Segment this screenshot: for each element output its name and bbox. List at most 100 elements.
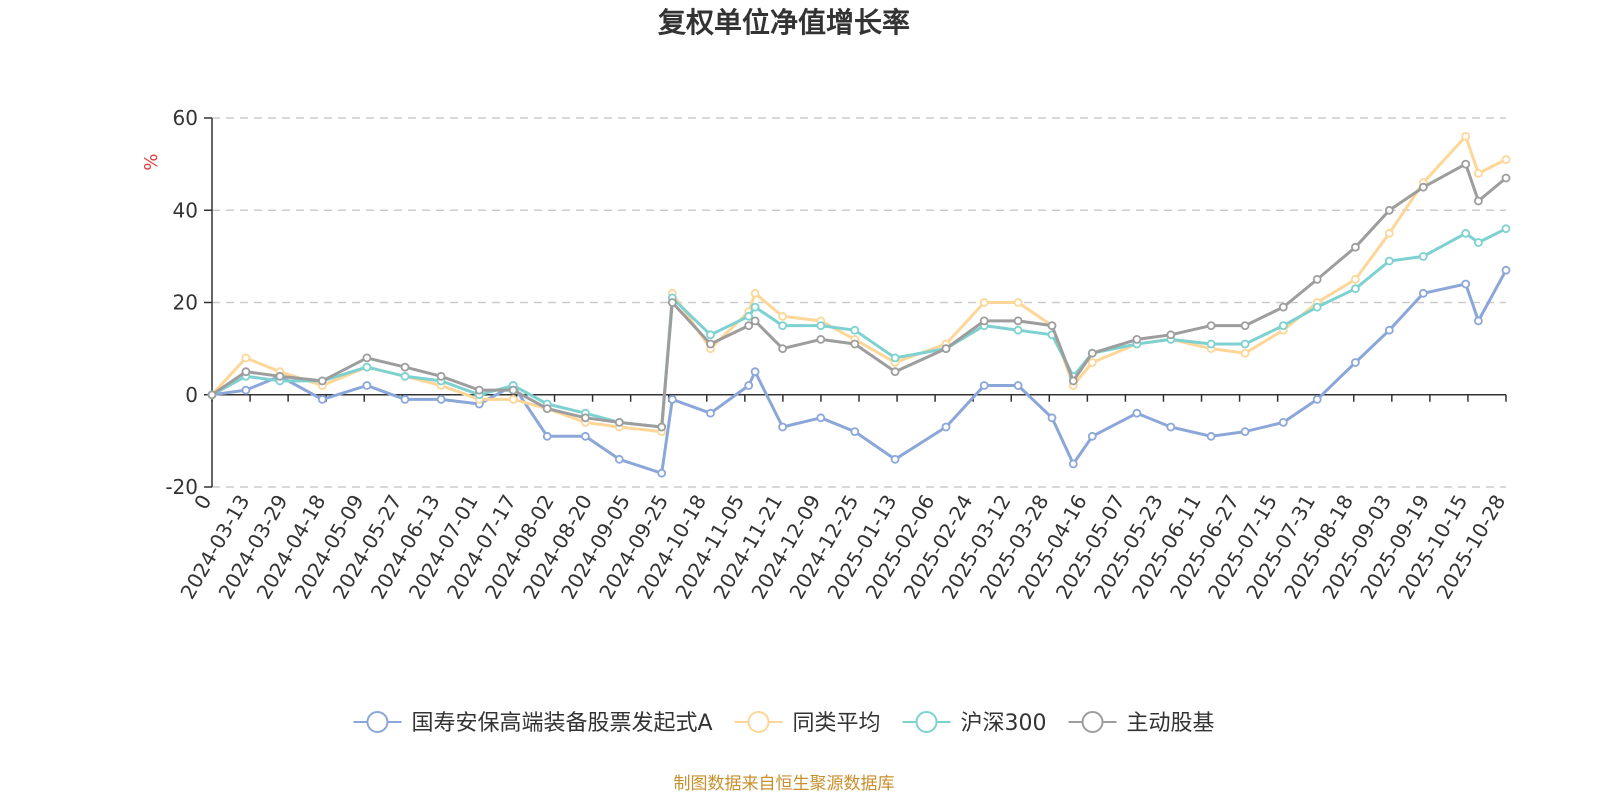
series-4-point — [1461, 159, 1471, 169]
series-2-point — [1461, 131, 1471, 141]
series-1-point — [542, 431, 552, 441]
series-4-point — [667, 298, 677, 307]
series-4-point — [241, 367, 251, 377]
legend-label: 沪深300 — [961, 711, 1047, 736]
series-4-point — [436, 371, 446, 381]
series-4-point — [275, 371, 285, 381]
series-4-point — [400, 362, 410, 372]
legend-circle-icon — [747, 711, 770, 733]
legend-item-1[interactable]: 国寿安保高端装备股票发起式A — [353, 711, 713, 736]
legend-item-2[interactable]: 同类平均 — [734, 711, 881, 736]
series-2-point — [241, 353, 251, 363]
series-1-point — [778, 422, 787, 432]
series-1-point — [744, 381, 754, 390]
series-4-point — [508, 385, 518, 395]
series-1-point — [1013, 381, 1023, 390]
series-1-point — [1312, 394, 1322, 404]
series-4-point — [979, 316, 989, 326]
y-tick-label: 60 — [173, 106, 198, 130]
series-1-point — [850, 427, 860, 437]
series-1-point — [816, 413, 826, 423]
legend-circle-icon — [366, 711, 389, 733]
series-2-point — [1501, 155, 1511, 164]
y-tick-label: 0 — [185, 383, 198, 407]
series-4-point — [1351, 242, 1360, 252]
series-1-point — [1087, 431, 1097, 441]
series-1-point — [362, 381, 372, 390]
series-3-point — [1240, 339, 1250, 349]
y-tick-label: -20 — [165, 475, 198, 499]
series-4-point — [1132, 334, 1142, 344]
series-1-point — [750, 367, 760, 377]
series-4-point — [1240, 321, 1250, 331]
series-2-point — [1351, 274, 1360, 284]
series-3-point — [1206, 339, 1216, 349]
series-4-point — [1087, 348, 1097, 358]
series-1-point — [614, 454, 624, 464]
series-1-point — [1047, 413, 1057, 423]
series-4-point — [1384, 205, 1394, 215]
series-3-point — [850, 325, 860, 335]
series-4-point — [850, 339, 860, 349]
series-1-point — [436, 394, 446, 404]
series-3-point — [362, 362, 372, 372]
series-4-point — [581, 413, 590, 423]
series-4-point — [941, 344, 951, 354]
series-2-point — [979, 298, 989, 307]
series-2-point — [778, 311, 787, 321]
y-tick-label: 40 — [173, 198, 198, 222]
legend-label: 同类平均 — [793, 711, 881, 736]
series-1-point — [317, 394, 327, 404]
series-4-point — [1206, 321, 1216, 331]
series-line-4 — [211, 162, 1507, 429]
series-3-point — [400, 371, 410, 381]
y-axis: -20 0 20 40 60 — [165, 106, 213, 499]
series-1-point — [1166, 422, 1176, 432]
series-3-point — [1501, 224, 1511, 234]
series-2-point — [1474, 168, 1483, 178]
legend-item-4[interactable]: 主动股基 — [1068, 711, 1215, 736]
x-tick-label: 0 — [189, 491, 216, 514]
series-4-point — [614, 417, 624, 427]
series-1-point — [241, 385, 251, 395]
series-4-point — [816, 334, 826, 344]
series-4-point — [1418, 182, 1428, 192]
source-note: 制图数据来自恒生聚源数据库 — [674, 774, 895, 794]
series-3-point — [1013, 325, 1023, 335]
series-1-point — [1351, 358, 1360, 367]
series-4-point — [207, 390, 217, 400]
series-3-point — [778, 321, 787, 331]
series-4-point — [1278, 302, 1288, 312]
series-1-point — [706, 408, 715, 418]
series-1-point — [1501, 265, 1511, 275]
series-1-point — [1132, 408, 1142, 418]
series-1-point — [979, 381, 989, 390]
legend-circle-icon — [1081, 711, 1104, 733]
series-3-point — [706, 330, 715, 340]
series-2-point — [1240, 348, 1250, 358]
legend-circle-icon — [915, 711, 938, 733]
legend-label: 主动股基 — [1127, 711, 1215, 736]
series-1-point — [581, 431, 590, 441]
series-4-point — [744, 321, 754, 331]
series-4-point — [542, 404, 552, 414]
series-1-point — [890, 454, 900, 464]
series-4-point — [706, 339, 715, 349]
series-2-point — [1013, 298, 1023, 307]
series-2-point — [1384, 228, 1394, 238]
series-4-point — [362, 353, 372, 363]
series-3-point — [744, 311, 754, 321]
series-1-point — [657, 468, 667, 478]
series-4-point — [1312, 274, 1322, 284]
series-4-point — [1166, 330, 1176, 340]
legend[interactable]: 国寿安保高端装备股票发起式A 同类平均 沪深300 主动股基 — [353, 711, 1215, 736]
series-4-point — [1013, 316, 1023, 326]
series-4-point — [1047, 321, 1057, 331]
series-3-point — [1384, 256, 1394, 266]
series-1-point — [1240, 427, 1250, 437]
legend-item-3[interactable]: 沪深300 — [902, 711, 1047, 736]
series-1-point — [400, 394, 410, 404]
series-line-1 — [211, 269, 1508, 475]
series-3-point — [1278, 321, 1288, 331]
